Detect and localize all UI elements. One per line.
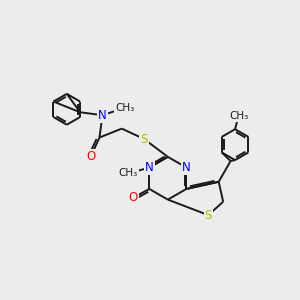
Text: S: S — [205, 208, 212, 222]
Text: S: S — [140, 133, 148, 146]
Text: N: N — [98, 109, 107, 122]
Text: N: N — [182, 161, 191, 174]
Text: CH₃: CH₃ — [119, 169, 138, 178]
Text: O: O — [128, 191, 138, 204]
Text: CH₃: CH₃ — [115, 103, 134, 113]
Text: N: N — [145, 161, 154, 174]
Text: O: O — [86, 150, 95, 163]
Text: CH₃: CH₃ — [229, 111, 248, 121]
